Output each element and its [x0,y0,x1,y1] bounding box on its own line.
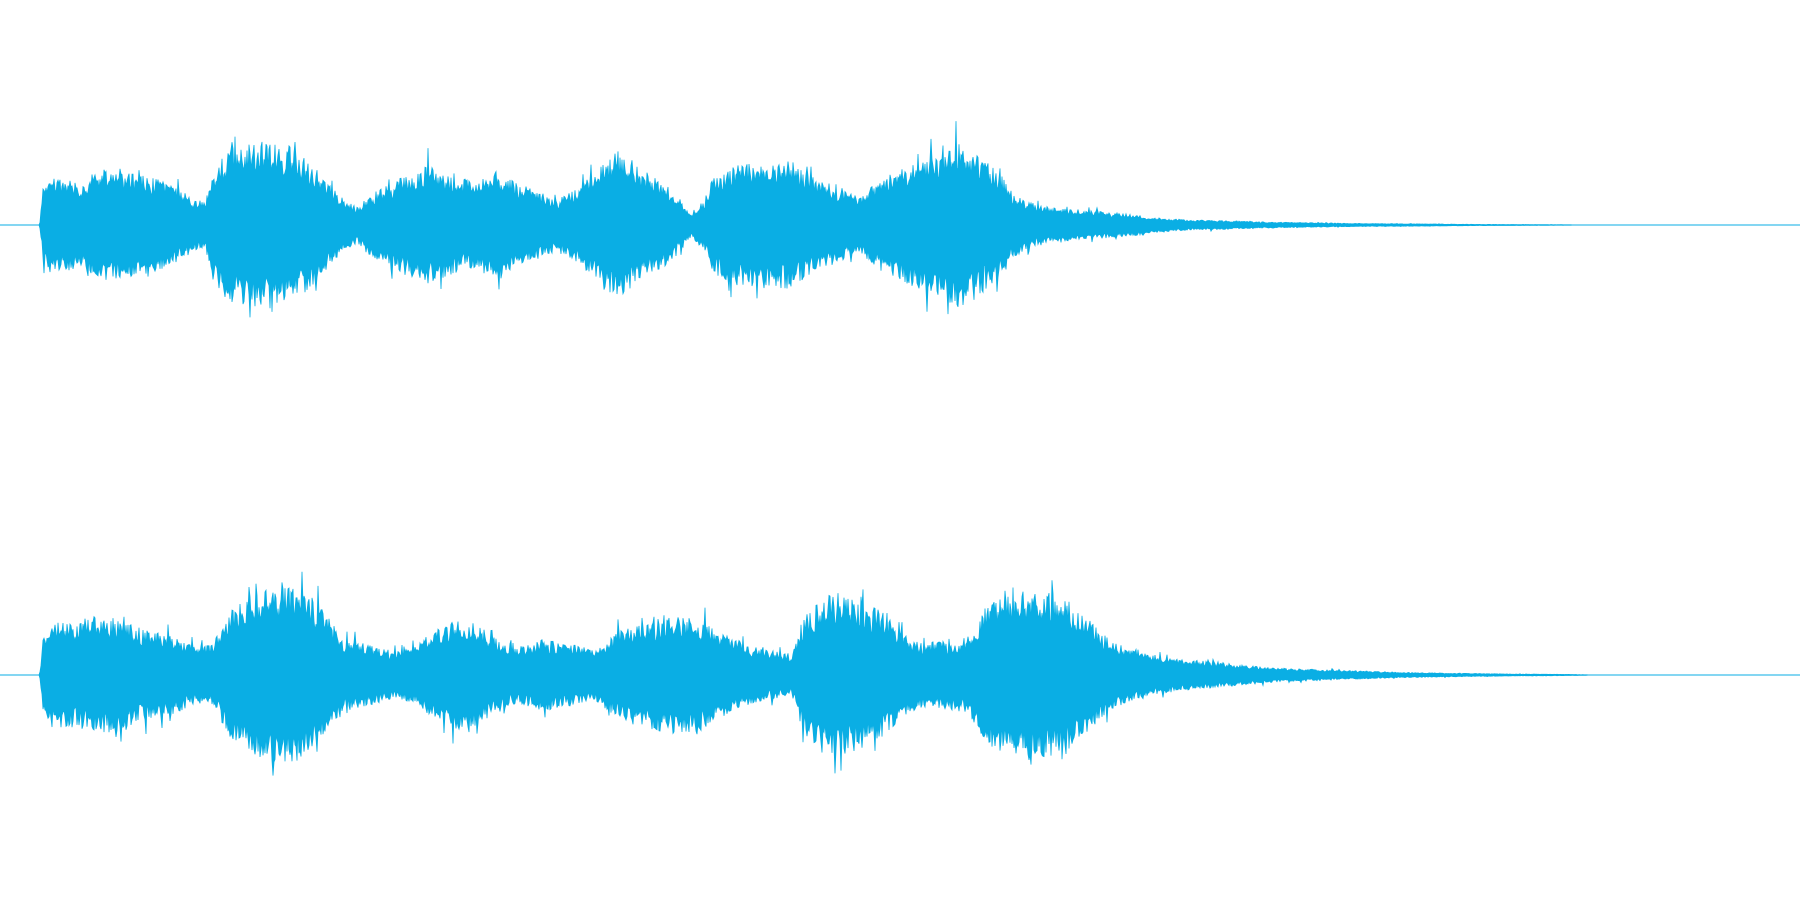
channel-2-track [0,555,1800,795]
channel-1-envelope [0,121,1800,318]
channel-1-waveform [0,121,1800,318]
channel-1-track [0,105,1800,345]
channel-2-envelope [0,571,1800,776]
channel-2-waveform [0,571,1800,776]
